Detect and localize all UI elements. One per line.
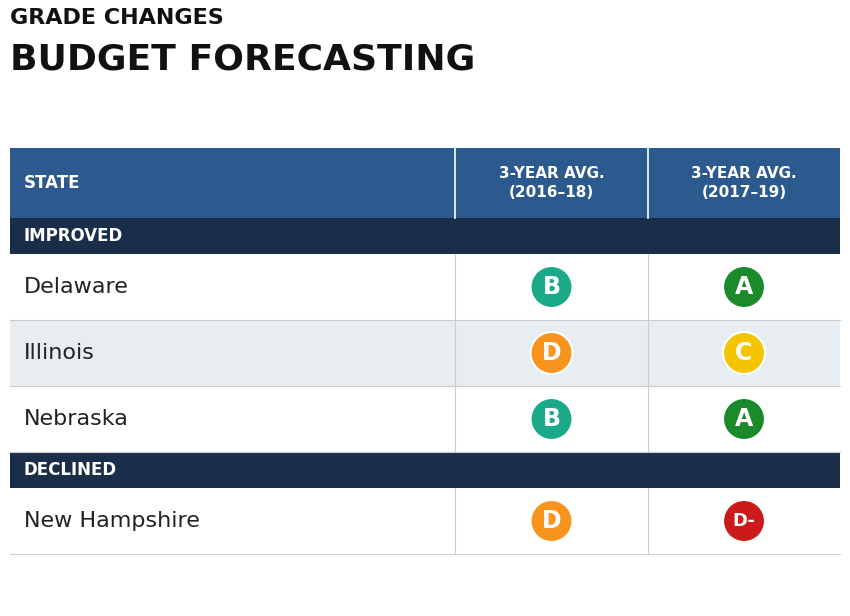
Text: DECLINED: DECLINED: [24, 461, 117, 479]
Text: Illinois: Illinois: [24, 343, 95, 363]
Circle shape: [530, 500, 573, 542]
Text: A: A: [735, 275, 753, 299]
Circle shape: [723, 332, 765, 374]
Text: New Hampshire: New Hampshire: [24, 511, 200, 531]
Text: A: A: [735, 407, 753, 431]
Text: B: B: [542, 275, 560, 299]
FancyBboxPatch shape: [10, 452, 840, 488]
Text: B: B: [542, 407, 560, 431]
FancyBboxPatch shape: [10, 386, 840, 452]
Circle shape: [723, 266, 765, 308]
FancyBboxPatch shape: [10, 320, 840, 386]
FancyBboxPatch shape: [10, 488, 840, 554]
Text: D: D: [541, 341, 561, 365]
Text: 3-YEAR AVG.
(2016–18): 3-YEAR AVG. (2016–18): [499, 166, 604, 200]
Text: BUDGET FORECASTING: BUDGET FORECASTING: [10, 42, 475, 76]
Text: IMPROVED: IMPROVED: [24, 227, 123, 245]
Text: Nebraska: Nebraska: [24, 409, 129, 429]
FancyBboxPatch shape: [10, 254, 840, 320]
Text: Delaware: Delaware: [24, 277, 129, 297]
FancyBboxPatch shape: [10, 148, 840, 218]
Circle shape: [723, 398, 765, 440]
Text: D-: D-: [733, 512, 756, 530]
Circle shape: [530, 398, 573, 440]
Circle shape: [530, 332, 573, 374]
Circle shape: [723, 500, 765, 542]
FancyBboxPatch shape: [10, 218, 840, 254]
Circle shape: [530, 266, 573, 308]
Text: D: D: [541, 509, 561, 533]
Text: STATE: STATE: [24, 174, 81, 192]
Text: 3-YEAR AVG.
(2017–19): 3-YEAR AVG. (2017–19): [691, 166, 796, 200]
Text: GRADE CHANGES: GRADE CHANGES: [10, 8, 224, 28]
Text: C: C: [735, 341, 752, 365]
